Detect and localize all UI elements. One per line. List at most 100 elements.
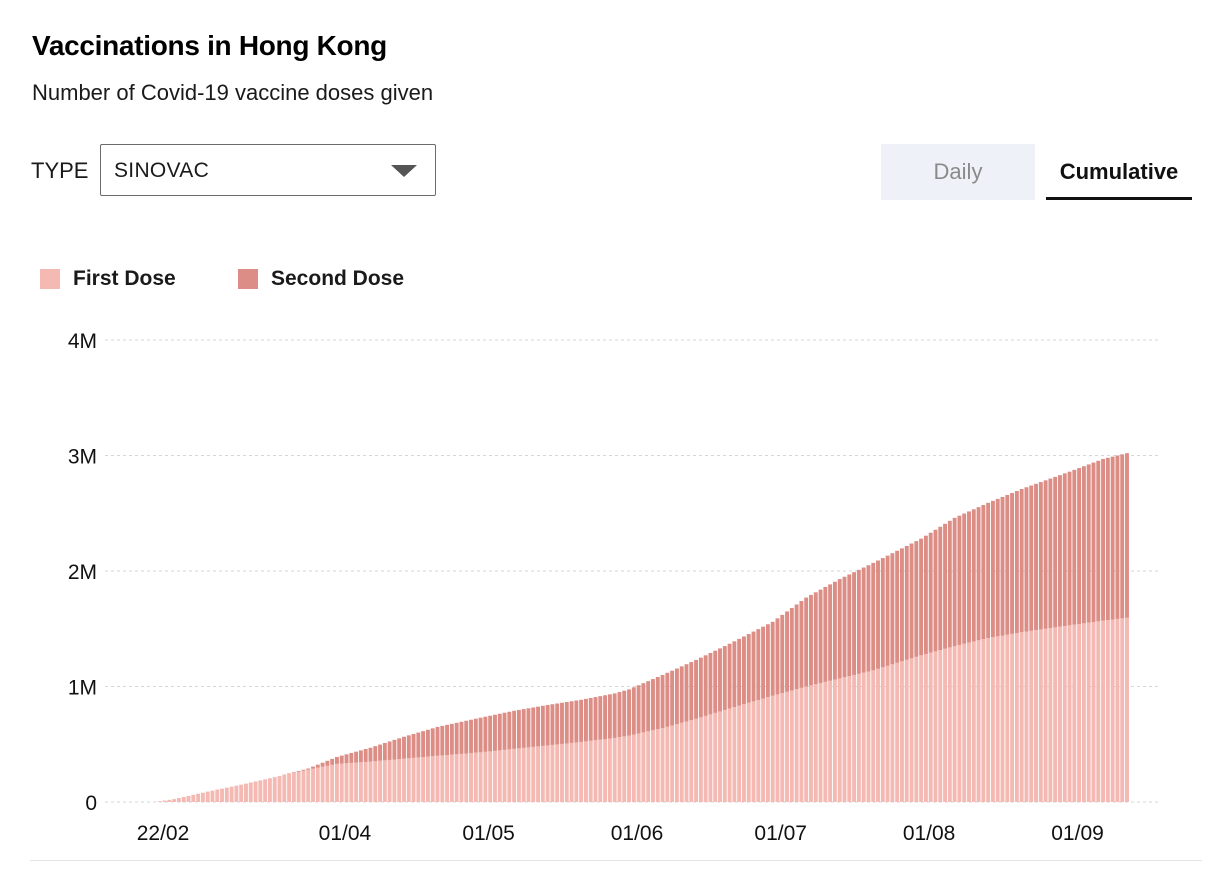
bar-second-dose: [876, 560, 880, 669]
bar-first-dose: [852, 674, 857, 802]
bar-second-dose: [607, 694, 612, 739]
bar-first-dose: [617, 737, 622, 802]
bar-first-dose: [995, 636, 1000, 802]
bar-second-dose: [459, 721, 464, 754]
bar-second-dose: [722, 646, 727, 710]
bar-first-dose: [349, 762, 354, 802]
x-tick-label: 01/04: [319, 822, 372, 845]
bar-first-dose: [947, 647, 952, 802]
bar-first-dose: [1005, 634, 1010, 802]
bar-first-dose: [181, 796, 186, 802]
bar-second-dose: [674, 668, 679, 725]
bar-first-dose: [890, 664, 895, 802]
bar-first-dose: [545, 745, 550, 802]
bar-first-dose: [603, 739, 608, 802]
bar-second-dose: [617, 692, 622, 738]
bar-second-dose: [651, 679, 655, 731]
bar-first-dose: [1115, 618, 1120, 802]
bar-first-dose: [469, 753, 473, 802]
y-tick-label: 1M: [68, 677, 97, 700]
bar-second-dose: [947, 520, 952, 648]
bar-second-dose: [938, 526, 943, 651]
bar-second-dose: [928, 532, 933, 653]
bar-second-dose: [1010, 492, 1015, 634]
bar-second-dose: [923, 535, 928, 654]
bar-first-dose: [411, 757, 416, 802]
bar-first-dose: [191, 794, 196, 802]
bar-first-dose: [684, 721, 689, 802]
bar-second-dose: [296, 770, 301, 772]
bar-second-dose: [890, 553, 895, 665]
bar-second-dose: [301, 769, 306, 771]
bar-first-dose: [397, 759, 402, 802]
bar-first-dose: [267, 778, 272, 802]
bar-first-dose: [507, 749, 512, 802]
bar-second-dose: [727, 643, 732, 709]
bar-second-dose: [1110, 456, 1115, 620]
bar-first-dose: [1048, 628, 1053, 802]
bar-second-dose: [641, 683, 646, 733]
bar-second-dose: [1081, 466, 1086, 624]
bar-first-dose: [856, 673, 861, 802]
bar-first-dose: [512, 748, 517, 802]
bar-second-dose: [737, 638, 742, 706]
bar-first-dose: [1096, 621, 1101, 802]
bar-second-dose: [598, 696, 603, 740]
bar-second-dose: [574, 700, 579, 743]
bar-second-dose: [373, 746, 378, 762]
bar-first-dose: [588, 740, 593, 802]
bar-first-dose: [325, 765, 330, 802]
bar-first-dose: [751, 701, 756, 802]
bar-first-dose: [904, 659, 909, 802]
bar-first-dose: [794, 689, 799, 802]
tab-daily[interactable]: Daily: [881, 144, 1035, 200]
bar-first-dose: [1043, 628, 1048, 802]
bar-first-dose: [564, 743, 569, 802]
bar-second-dose: [751, 631, 756, 702]
bar-first-dose: [392, 759, 397, 802]
bar-first-dose: [631, 734, 636, 802]
bar-first-dose: [1067, 625, 1072, 802]
bar-first-dose: [483, 751, 488, 802]
bar-second-dose: [698, 657, 703, 718]
bar-first-dose: [651, 730, 655, 802]
x-tick-label: 01/08: [903, 822, 956, 845]
bar-first-dose: [718, 711, 722, 802]
x-tick-label: 01/06: [611, 822, 664, 845]
bar-second-dose: [785, 611, 789, 692]
bar-first-dose: [574, 742, 579, 802]
bar-first-dose: [526, 747, 531, 802]
bar-second-dose: [847, 574, 852, 677]
bar-second-dose: [603, 695, 608, 740]
bar-second-dose: [531, 707, 536, 747]
bar-second-dose: [914, 541, 919, 657]
bar-second-dose: [588, 697, 593, 741]
bar-first-dose: [354, 762, 359, 802]
bar-first-dose: [416, 757, 421, 802]
bar-first-dose: [866, 671, 871, 802]
chart-title: Vaccinations in Hong Kong: [32, 30, 387, 61]
tab-cumulative[interactable]: Cumulative: [1046, 144, 1192, 200]
bar-first-dose: [378, 760, 382, 802]
bar-second-dose: [1091, 462, 1096, 622]
bar-second-dose: [1024, 487, 1029, 632]
bar-first-dose: [425, 756, 430, 802]
bar-second-dose: [1048, 478, 1053, 629]
bar-first-dose: [363, 761, 368, 802]
bar-second-dose: [1000, 496, 1005, 636]
bar-first-dose: [1072, 624, 1077, 802]
bar-first-dose: [622, 736, 627, 802]
bar-second-dose: [449, 723, 454, 755]
bar-first-dose: [627, 735, 631, 802]
vaccine-type-select[interactable]: SINOVAC: [100, 144, 436, 196]
bar-first-dose: [665, 726, 670, 802]
bar-first-dose: [809, 685, 813, 802]
bar-second-dose: [469, 719, 473, 754]
bar-first-dose: [224, 787, 229, 802]
bar-second-dose: [842, 576, 847, 678]
bar-second-dose: [794, 604, 799, 690]
bar-second-dose: [583, 698, 588, 742]
bar-first-dose: [244, 783, 248, 802]
bar-first-dose: [832, 679, 837, 802]
bar-first-dose: [583, 741, 588, 802]
